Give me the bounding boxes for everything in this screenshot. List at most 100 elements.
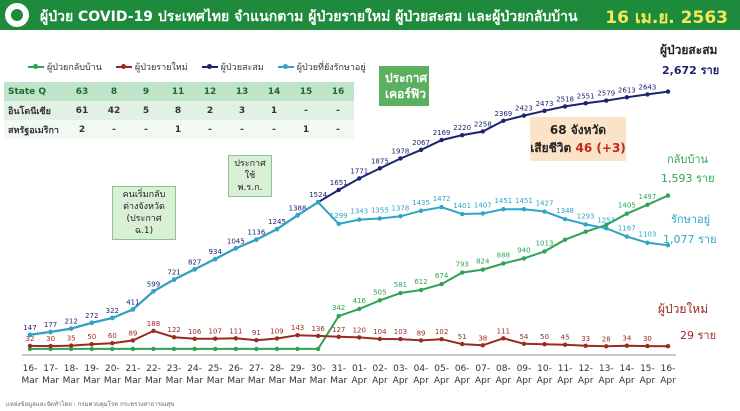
data-label-recovered: 505: [373, 288, 386, 296]
x-tick-label: 03-: [393, 364, 408, 374]
data-point-new: [604, 344, 609, 349]
x-tick-label: 10-: [537, 364, 552, 374]
data-label-treating: 1407: [474, 201, 492, 209]
table-cell: -: [194, 120, 226, 139]
data-point-new: [439, 336, 444, 342]
data-label-recovered: 793: [456, 261, 469, 269]
data-label-cumulative: 2369: [494, 110, 512, 118]
x-tick-label: 01-: [352, 364, 367, 374]
data-label-new: 35: [67, 335, 76, 343]
data-label-treating: 1253: [597, 216, 615, 224]
data-label-treating: 1167: [618, 225, 636, 233]
data-label-new: 30: [643, 335, 652, 343]
x-tick-label: Mar: [124, 376, 141, 386]
data-label-cumulative: 2473: [536, 100, 554, 108]
data-point-cumulative: [480, 129, 485, 134]
data-label-cumulative: 1875: [371, 157, 389, 165]
data-label-cumulative: 2613: [618, 86, 636, 94]
x-tick-label: 08-: [496, 364, 511, 374]
data-point-recovered: [130, 346, 136, 352]
legend-item-recovered: ผู้ป่วยกลับบ้าน: [28, 60, 102, 74]
data-point-cumulative: [336, 187, 341, 193]
x-tick-label: 21-: [126, 364, 141, 374]
data-point-treating: [501, 207, 506, 212]
data-point-treating: [542, 209, 547, 214]
province-count: 68 จังหวัด: [549, 123, 607, 137]
data-label-recovered: 1497: [639, 193, 657, 201]
data-point-new: [542, 341, 547, 347]
recovered-value: 1,593 ราย: [661, 172, 715, 185]
data-point-new: [624, 343, 630, 348]
data-point-treating: [336, 221, 341, 227]
data-label-cumulative: 2551: [577, 92, 595, 100]
x-tick-label: Apr: [619, 376, 635, 386]
table-row: สหรัฐอเมริกา 2 - - 1 - - - 1 -: [4, 120, 354, 139]
data-point-new: [501, 336, 506, 341]
data-point-treating: [27, 332, 33, 338]
data-label-treating: 1472: [433, 195, 451, 203]
data-label-recovered: 581: [394, 281, 407, 289]
data-point-new: [89, 341, 94, 347]
data-point-cumulative: [562, 104, 568, 109]
data-label-new: 111: [229, 327, 242, 335]
data-point-recovered: [459, 270, 465, 275]
x-tick-label: 02-: [373, 364, 388, 374]
x-tick-label: Mar: [186, 376, 203, 386]
table-row-label: อินโดนีเซีย: [4, 101, 66, 120]
data-point-cumulative: [501, 118, 506, 123]
data-label-recovered: 888: [497, 251, 510, 259]
data-label-treating: 1355: [371, 206, 389, 214]
x-tick-label: 20-: [105, 364, 120, 374]
x-tick-label: Apr: [434, 376, 450, 386]
data-label-new: 91: [252, 329, 261, 337]
data-point-cumulative: [459, 132, 465, 138]
x-tick-label: 05-: [434, 364, 449, 374]
data-point-treating: [377, 216, 383, 221]
data-point-new: [583, 343, 588, 349]
x-tick-label: 22-: [146, 364, 161, 374]
table-cell: 11: [162, 82, 194, 101]
data-label-treating: 1343: [350, 208, 368, 216]
data-label-treating: 1435: [412, 199, 430, 207]
table-cell: 8: [162, 101, 194, 120]
data-label-cumulative: 2169: [433, 129, 451, 137]
data-label-new: 107: [209, 328, 222, 336]
data-point-new: [274, 336, 280, 341]
callout-emergency-decree: ประกาศ ใช้ พ.ร.ก.: [228, 155, 272, 197]
legend-swatch-recovered: [28, 64, 44, 69]
data-point-recovered: [192, 346, 197, 352]
x-tick-label: Mar: [207, 376, 224, 386]
data-point-treating: [68, 326, 74, 331]
x-tick-label: Apr: [413, 376, 429, 386]
data-point-new: [295, 333, 300, 338]
data-label-new: 122: [167, 326, 180, 334]
data-label-cumulative: 827: [188, 258, 201, 266]
data-point-recovered: [439, 281, 444, 287]
table-row: State Q 63 8 9 11 12 13 14 15 16: [4, 82, 354, 101]
page-title: ผู้ป่วย COVID-19 ประเทศไทย จำแนกตาม ผู้ป…: [40, 9, 578, 25]
callout-province-return: คนเริ่มกลับ ต่างจังหวัด (ประกาศ ฉ.1): [112, 186, 176, 240]
data-point-treating: [315, 200, 321, 205]
x-tick-label: 24-: [187, 364, 202, 374]
data-point-cumulative: [398, 156, 403, 161]
x-tick-label: Apr: [372, 376, 388, 386]
table-cell: 9: [130, 82, 162, 101]
treating-title: รักษาอยู่: [671, 213, 711, 226]
data-label-treating: 1451: [515, 197, 533, 205]
table-row: อินโดนีเซีย 61 42 5 8 2 3 1 - -: [4, 101, 354, 120]
data-point-treating: [295, 213, 300, 218]
data-point-recovered: [89, 346, 94, 352]
x-tick-label: 19-: [84, 364, 99, 374]
data-label-cumulative: 2067: [412, 139, 430, 147]
data-point-recovered: [274, 346, 280, 352]
data-point-recovered: [315, 346, 321, 352]
x-tick-label: Apr: [352, 376, 368, 386]
data-point-recovered: [501, 261, 506, 266]
x-tick-label: Mar: [289, 376, 306, 386]
data-point-recovered: [377, 298, 383, 303]
data-label-new: 50: [87, 333, 96, 341]
data-point-recovered: [233, 346, 239, 352]
data-point-recovered: [254, 346, 259, 352]
data-point-treating: [418, 208, 424, 213]
